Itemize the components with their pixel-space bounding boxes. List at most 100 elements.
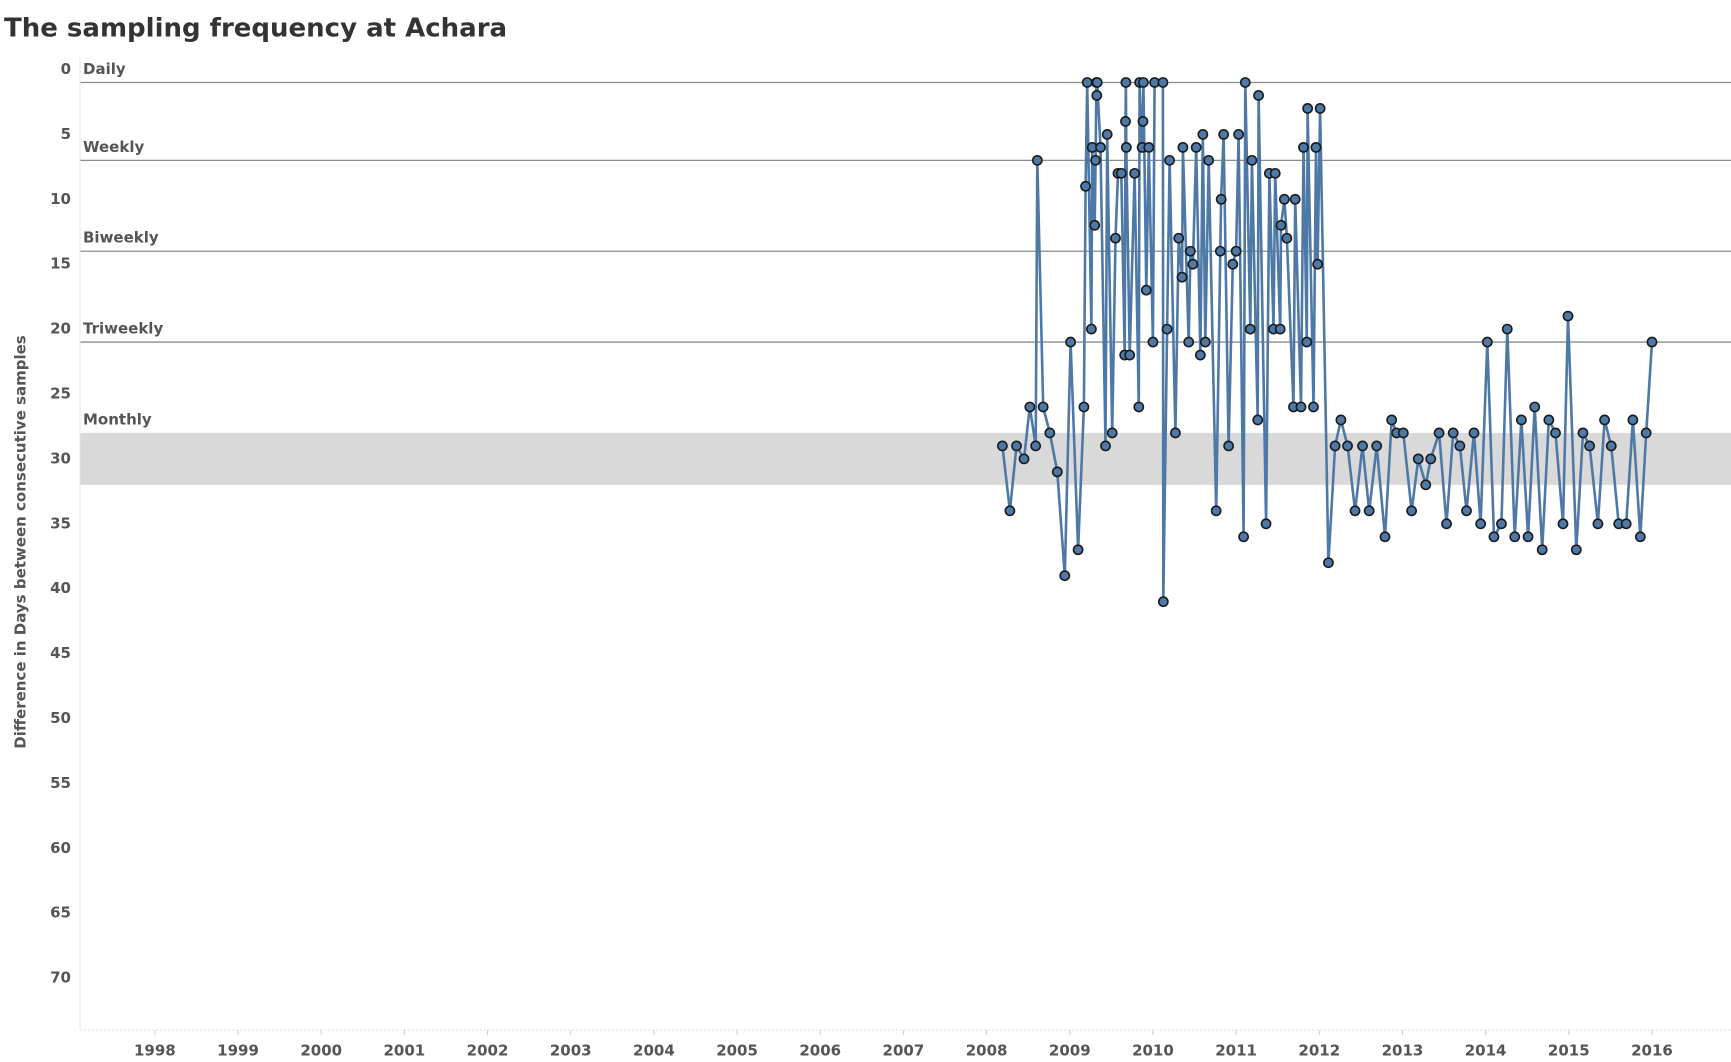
x-tick-label: 2014 bbox=[1465, 1042, 1507, 1060]
data-point bbox=[1078, 401, 1090, 413]
data-point bbox=[1269, 167, 1281, 179]
data-point bbox=[1203, 154, 1215, 166]
data-point bbox=[1335, 414, 1347, 426]
data-point bbox=[1363, 505, 1375, 517]
data-point bbox=[1562, 310, 1574, 322]
data-point bbox=[1085, 323, 1097, 335]
data-point bbox=[1323, 557, 1334, 569]
data-point bbox=[1030, 440, 1042, 452]
data-point bbox=[1106, 427, 1118, 439]
data-point bbox=[1197, 128, 1209, 140]
data-point bbox=[1634, 531, 1646, 543]
y-tick-label: 5 bbox=[61, 125, 71, 143]
y-tick-label: 65 bbox=[50, 904, 71, 922]
data-point bbox=[1080, 180, 1091, 192]
data-point bbox=[1599, 414, 1610, 426]
reference-line-label: Weekly bbox=[83, 138, 144, 156]
y-tick-label: 60 bbox=[50, 839, 71, 857]
data-point bbox=[1302, 103, 1314, 114]
x-tick-label: 2006 bbox=[799, 1042, 841, 1060]
data-point bbox=[1329, 440, 1341, 452]
x-tick-label: 2012 bbox=[1298, 1042, 1340, 1060]
data-point bbox=[1536, 544, 1548, 556]
x-tick-label: 1999 bbox=[217, 1042, 259, 1060]
data-point bbox=[1147, 336, 1159, 348]
data-point bbox=[1190, 141, 1202, 153]
data-point bbox=[1516, 414, 1527, 426]
y-tick-label: 0 bbox=[61, 60, 71, 78]
data-point bbox=[1386, 414, 1398, 426]
data-point bbox=[1275, 219, 1287, 231]
data-point bbox=[1620, 518, 1632, 530]
data-point bbox=[1140, 284, 1152, 296]
data-point bbox=[1468, 427, 1480, 439]
data-point bbox=[1037, 401, 1049, 413]
x-tick-label: 2003 bbox=[550, 1042, 592, 1060]
data-point bbox=[1091, 77, 1103, 88]
data-point bbox=[1065, 336, 1076, 348]
data-point bbox=[1223, 440, 1235, 452]
data-point bbox=[1215, 193, 1227, 205]
data-point bbox=[1425, 453, 1437, 465]
data-point bbox=[1072, 544, 1084, 556]
data-point bbox=[1090, 154, 1101, 166]
data-point bbox=[1059, 570, 1071, 582]
data-point bbox=[1253, 90, 1264, 101]
data-point bbox=[1640, 427, 1652, 439]
data-point bbox=[1120, 116, 1131, 127]
data-point bbox=[1004, 505, 1016, 517]
data-point bbox=[1522, 531, 1534, 543]
data-point bbox=[1295, 401, 1307, 413]
data-point bbox=[1100, 440, 1111, 452]
x-tick-label: 2007 bbox=[883, 1042, 925, 1060]
x-tick-label: 2002 bbox=[467, 1042, 509, 1060]
data-point bbox=[1173, 232, 1185, 244]
data-point bbox=[1210, 505, 1222, 517]
data-point bbox=[1529, 401, 1541, 413]
data-point bbox=[1233, 128, 1245, 140]
data-point bbox=[1308, 401, 1319, 413]
data-point bbox=[1183, 336, 1195, 348]
data-point bbox=[1214, 245, 1226, 257]
data-point bbox=[1184, 245, 1196, 257]
data-point bbox=[1194, 349, 1206, 361]
data-point bbox=[1447, 427, 1459, 439]
x-tick-label: 2010 bbox=[1132, 1042, 1174, 1060]
data-point bbox=[1157, 596, 1169, 608]
data-point bbox=[1051, 466, 1063, 478]
data-point bbox=[1161, 323, 1173, 335]
data-point bbox=[1349, 505, 1361, 517]
data-point bbox=[1031, 154, 1043, 166]
data-point bbox=[1371, 440, 1383, 452]
data-point bbox=[1238, 531, 1250, 543]
data-point bbox=[1115, 167, 1127, 179]
data-point bbox=[1091, 90, 1103, 101]
data-point bbox=[1246, 154, 1258, 166]
x-tick-label: 2011 bbox=[1215, 1042, 1257, 1060]
y-tick-label: 70 bbox=[50, 969, 71, 987]
x-tick-label: 2016 bbox=[1631, 1042, 1673, 1060]
data-point bbox=[1164, 154, 1175, 166]
data-point bbox=[1342, 440, 1353, 452]
x-tick-label: 2015 bbox=[1548, 1042, 1590, 1060]
data-point bbox=[1274, 323, 1286, 335]
data-point bbox=[1557, 518, 1569, 530]
x-tick-label: 2000 bbox=[300, 1042, 342, 1060]
data-point bbox=[1110, 232, 1121, 244]
data-point bbox=[1218, 128, 1230, 140]
data-point bbox=[1044, 427, 1056, 439]
x-tick-label: 2013 bbox=[1382, 1042, 1424, 1060]
x-tick-label: 2009 bbox=[1049, 1042, 1091, 1060]
data-point bbox=[1501, 323, 1513, 335]
x-tick-label: 2001 bbox=[384, 1042, 426, 1060]
data-point bbox=[1133, 401, 1145, 413]
data-point bbox=[1314, 103, 1326, 114]
data-point bbox=[1176, 271, 1188, 283]
data-point bbox=[1312, 258, 1324, 270]
y-tick-label: 40 bbox=[50, 579, 71, 597]
y-tick-label: 45 bbox=[50, 644, 71, 662]
data-point bbox=[1244, 323, 1256, 335]
data-point bbox=[1278, 193, 1290, 205]
data-point bbox=[1379, 531, 1391, 543]
data-point bbox=[1461, 505, 1472, 517]
